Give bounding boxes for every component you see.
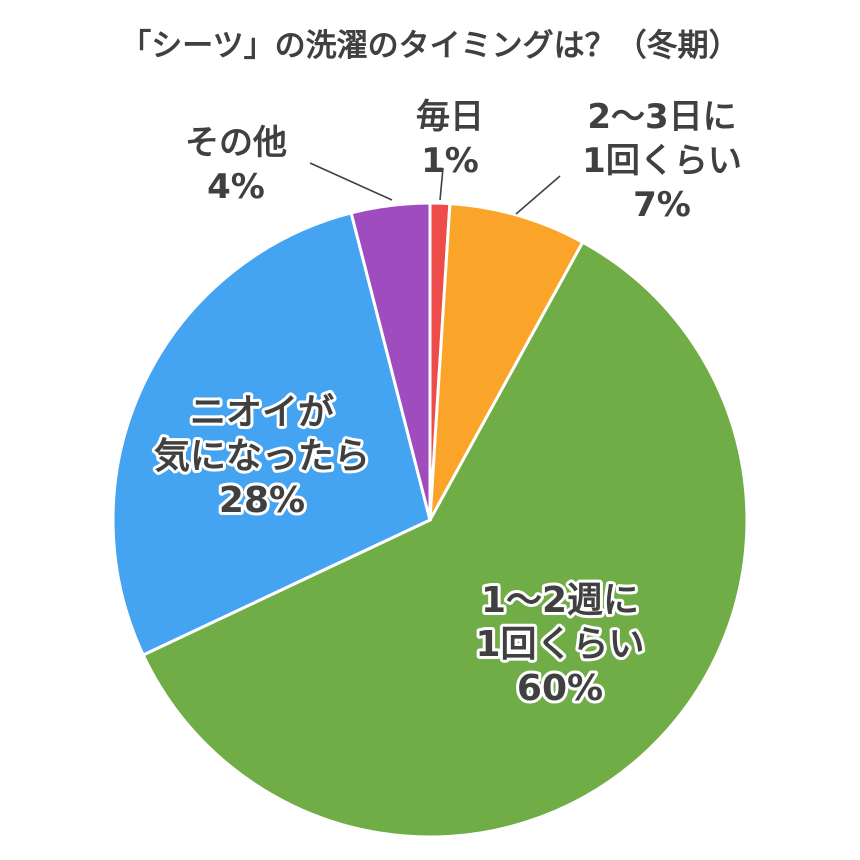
slice-value-label-2: 60% — [517, 668, 603, 709]
slice-category-label-3: 気になったら — [154, 436, 370, 477]
slice-category-label-3: ニオイが — [190, 392, 334, 433]
slice-category-label-4: その他 — [185, 123, 287, 163]
pie-slice-3 — [111, 211, 432, 657]
slice-category-label-0: 毎日 — [416, 97, 484, 137]
slice-category-label-2: 1～2週に — [481, 580, 639, 621]
slice-category-label-2: 1回くらい — [475, 624, 644, 665]
slice-labels: 毎日1%2～3日に1回くらい7%1～2週に1回くらい60%ニオイが気になったら2… — [151, 97, 742, 712]
chart-title: 「シーツ」の洗濯のタイミングは？（冬期） — [120, 28, 739, 64]
slice-category-label-1: 2～3日に — [587, 97, 736, 137]
slice-category-label-1: 1回くらい — [582, 141, 742, 181]
slice-value-label-4: 4% — [207, 167, 265, 207]
pie-slice-4 — [349, 201, 432, 521]
leader-line-1 — [515, 175, 561, 215]
leader-lines — [309, 162, 561, 215]
pie-slice-1 — [428, 202, 585, 521]
slice-value-label-1: 7% — [633, 185, 691, 225]
slice-value-label-3: 28% — [219, 480, 305, 521]
slice-value-label-0: 1% — [421, 141, 479, 181]
pie-slice-2 — [141, 240, 749, 839]
leader-line-4 — [309, 162, 393, 201]
pie-slices — [111, 201, 749, 839]
leader-line-0 — [439, 167, 444, 201]
